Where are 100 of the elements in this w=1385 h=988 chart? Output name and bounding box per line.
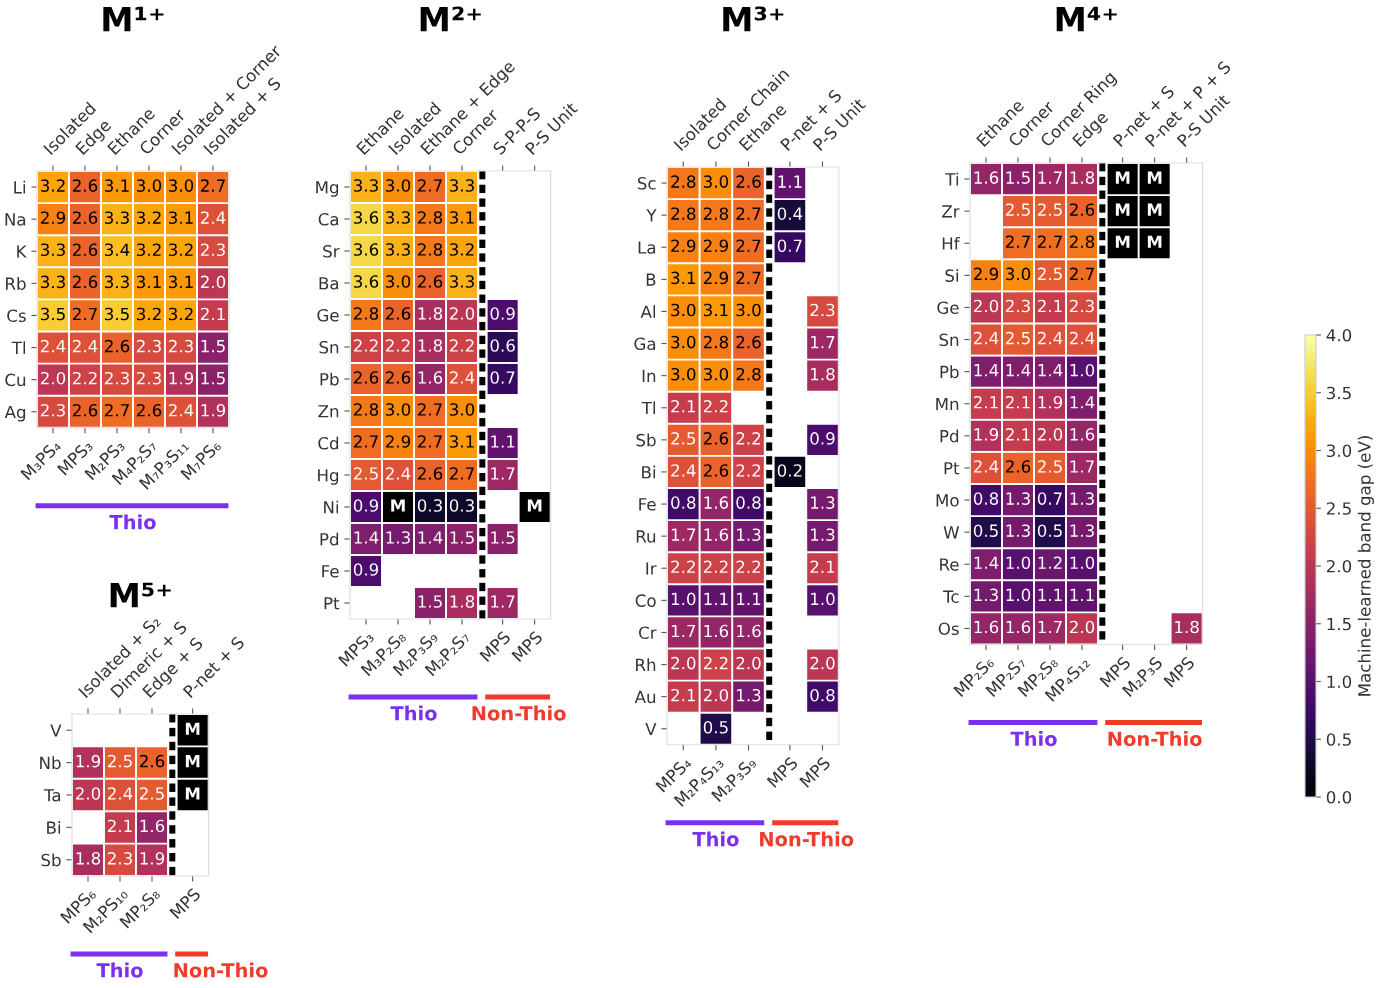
data-label: 2.7: [449, 467, 474, 480]
y-tick-label: Fe: [322, 565, 339, 578]
text: Thio: [109, 514, 156, 530]
data-label: 2.8: [417, 211, 443, 224]
y-tick-label: Hg: [318, 469, 339, 485]
data-label: 3.0: [671, 335, 696, 349]
data-label: 2.6: [72, 211, 98, 224]
data-label: 2.4: [72, 339, 98, 353]
data-label: 2.2: [703, 560, 728, 573]
data-label: 1.6: [974, 171, 999, 184]
color-bar-label: 2.0: [1326, 559, 1352, 573]
data-label: 2.3: [104, 371, 129, 385]
data-label: 3.1: [137, 275, 161, 289]
data-label: 3.3: [386, 211, 410, 224]
data-label: 1.3: [811, 528, 835, 541]
data-label: 2.2: [72, 371, 97, 385]
data-label: 2.9: [703, 239, 728, 253]
data-label: 1.7: [1070, 460, 1094, 473]
data-label: 2.3: [810, 303, 835, 317]
data-label: 2.2: [703, 399, 728, 413]
data-label: 1.3: [1070, 524, 1094, 537]
data-label: 3.2: [169, 307, 193, 321]
data-label: 2.8: [736, 367, 761, 381]
data-label: 3.0: [671, 367, 696, 381]
y-tick-label: Pd: [320, 532, 339, 546]
y-tick-label: Ti: [945, 172, 959, 186]
data-label: 1.5: [418, 595, 442, 608]
data-label: 1.8: [811, 367, 835, 381]
y-tick-label: Cs: [7, 309, 26, 323]
data-label: 1.4: [354, 531, 379, 544]
data-label: 2.5: [671, 432, 696, 445]
data-label: 2.6: [1069, 203, 1095, 216]
color-bar-label: 0.5: [1326, 733, 1351, 746]
y-tick-label: Tc: [943, 590, 959, 603]
y-tick-label: Ag: [4, 405, 26, 422]
data-label: 1.9: [974, 428, 999, 441]
data-label: 3.0: [169, 179, 194, 192]
data-label: 1.1: [737, 592, 761, 605]
y-tick-label: Pt: [944, 462, 960, 475]
data-label: 1.5: [201, 340, 225, 353]
data-label: 2.0: [671, 656, 696, 670]
text: M: [1115, 171, 1130, 184]
y-tick-label: Ta: [43, 789, 61, 802]
data-label: 0.8: [810, 688, 835, 702]
data-label: 1.2: [1038, 556, 1062, 569]
data-label: 1.6: [974, 620, 999, 634]
data-label: 2.7: [1069, 267, 1094, 280]
data-label: 1.1: [491, 435, 515, 448]
data-label: 1.0: [1006, 588, 1031, 602]
y-tick-label: Al: [640, 305, 656, 318]
data-label: 0.8: [973, 492, 999, 505]
data-label: 0.8: [671, 496, 696, 509]
color-bar-title: Machine-learned band gap (eV): [1357, 436, 1374, 696]
data-label: 1.4: [1038, 364, 1063, 377]
data-label: 1.0: [811, 592, 835, 606]
data-label: 2.1: [671, 688, 696, 702]
y-tick-label: Pd: [940, 429, 959, 443]
data-label: 0.9: [353, 499, 379, 512]
data-label: 2.6: [353, 371, 379, 384]
y-tick-label: Si: [945, 269, 959, 282]
y-tick-label: Sn: [939, 333, 959, 347]
data-label: 1.6: [704, 528, 729, 541]
data-label: 3.0: [137, 179, 162, 192]
data-label: 2.0: [40, 371, 66, 385]
data-label: 3.3: [450, 275, 474, 288]
data-label: 2.0: [1037, 428, 1063, 441]
data-label: 2.7: [417, 179, 442, 192]
data-label: 0.9: [353, 563, 379, 576]
data-label: 1.7: [671, 528, 696, 541]
data-label: 3.3: [450, 179, 474, 192]
data-label: 1.9: [201, 403, 226, 417]
data-label: 2.3: [136, 339, 161, 353]
data-label: 1.6: [704, 624, 729, 638]
text: Non-Thio: [174, 962, 268, 978]
data-label: 2.9: [703, 271, 728, 285]
data-label: 3.0: [736, 303, 761, 317]
y-tick-label: V: [50, 724, 62, 737]
data-label: 1.1: [1070, 588, 1094, 601]
data-label: 0.6: [490, 339, 515, 352]
data-label: 2.9: [973, 267, 999, 281]
data-label: 0.2: [777, 464, 802, 477]
data-label: 0.5: [973, 524, 998, 537]
data-label: 2.0: [810, 656, 835, 670]
color-bar-label: 0.0: [1326, 790, 1352, 804]
y-tick-label: Cr: [639, 626, 657, 640]
data-label: 2.8: [353, 307, 379, 320]
data-label: 2.1: [1005, 428, 1030, 441]
data-label: 3.0: [386, 275, 411, 288]
data-label: 2.6: [736, 335, 761, 349]
data-label: 2.4: [973, 331, 999, 345]
color-bar-label: 3.0: [1326, 444, 1352, 458]
data-label: 2.5: [1005, 203, 1030, 216]
data-label: 2.2: [736, 464, 761, 477]
data-label: 2.5: [1037, 267, 1062, 281]
data-label: 3.2: [450, 243, 474, 256]
y-tick-label: Sb: [41, 853, 61, 867]
y-tick-label: Cu: [5, 373, 26, 387]
y-tick-label: Bi: [642, 465, 656, 479]
chart-title: M⁴⁺: [1056, 6, 1117, 32]
y-tick-label: Ni: [324, 500, 339, 514]
